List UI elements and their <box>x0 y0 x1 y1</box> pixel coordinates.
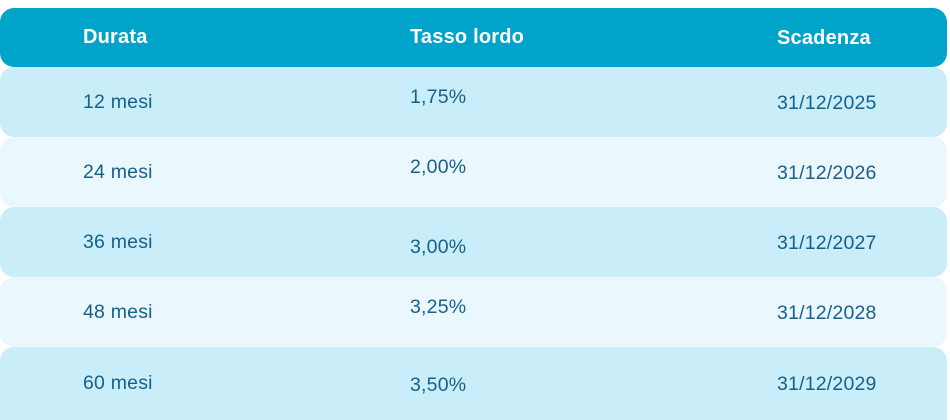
cell-tasso-lordo: 3,25% <box>410 295 467 318</box>
column-header-durata: Durata <box>83 26 148 48</box>
cell-durata: 48 mesi <box>83 300 153 323</box>
cell-tasso-lordo: 3,50% <box>410 374 467 396</box>
cell-durata: 60 mesi <box>83 372 153 394</box>
column-header-scadenza: Scadenza <box>777 27 871 49</box>
cell-scadenza: 31/12/2026 <box>777 161 877 184</box>
table-row: 60 mesi 3,50% 31/12/2029 <box>0 347 947 420</box>
table-row: 12 mesi 1,75% 31/12/2025 <box>0 67 947 137</box>
cell-durata: 36 mesi <box>83 230 153 253</box>
cell-scadenza: 31/12/2027 <box>777 231 877 254</box>
table-row: 36 mesi 3,00% 31/12/2027 <box>0 207 947 277</box>
cell-scadenza: 31/12/2028 <box>777 301 877 324</box>
column-header-tasso-lordo: Tasso lordo <box>410 26 525 48</box>
table-row: 24 mesi 2,00% 31/12/2026 <box>0 137 947 207</box>
table-row: 48 mesi 3,25% 31/12/2028 <box>0 277 947 347</box>
cell-scadenza: 31/12/2025 <box>777 91 877 114</box>
table-header-row: Durata Tasso lordo Scadenza <box>0 8 947 67</box>
cell-tasso-lordo: 3,00% <box>410 235 467 258</box>
cell-durata: 24 mesi <box>83 160 153 183</box>
cell-tasso-lordo: 2,00% <box>410 155 467 178</box>
cell-scadenza: 31/12/2029 <box>777 373 877 395</box>
cell-tasso-lordo: 1,75% <box>410 85 467 108</box>
cell-durata: 12 mesi <box>83 90 153 113</box>
